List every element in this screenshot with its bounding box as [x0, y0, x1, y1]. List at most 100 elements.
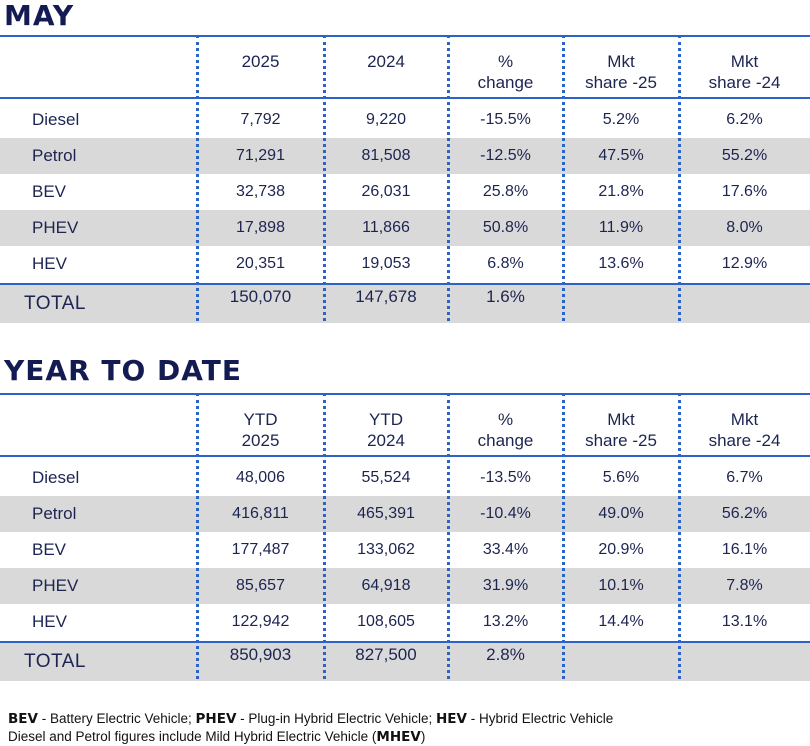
- table-row: Diesel 48,006 55,524 -13.5% 5.6% 6.7%: [0, 460, 810, 496]
- row-label: PHEV: [32, 218, 79, 237]
- column-header-line-2: change: [477, 431, 534, 450]
- total-cell: [679, 643, 810, 681]
- total-cell: [563, 285, 679, 323]
- header-bottom-rule: [0, 97, 810, 99]
- column-header-line-1: 2024: [367, 52, 405, 71]
- row-label: HEV: [32, 254, 67, 273]
- column-separator: [323, 393, 326, 679]
- table-cell: 10.1%: [598, 577, 644, 594]
- table-cell: 20,351: [236, 255, 285, 272]
- total-row: TOTAL 150,070 147,678 1.6%: [0, 285, 810, 323]
- total-cell: [679, 285, 810, 323]
- column-separator: [196, 35, 199, 321]
- footer-line2-close: ): [420, 729, 426, 744]
- column-header: YTD 2025: [197, 395, 324, 469]
- column-header-line-2: share -25: [585, 431, 657, 450]
- footer-phev-abbr: PHEV: [195, 711, 237, 727]
- total-cell: 147,678: [355, 287, 417, 306]
- row-label: PHEV: [32, 576, 79, 595]
- column-header-line-1: 2025: [241, 52, 280, 71]
- table-cell: 13.2%: [482, 613, 529, 630]
- footer-bev-text: - Battery Electric Vehicle;: [37, 711, 196, 726]
- column-header-line-2: 2024: [367, 431, 405, 450]
- row-label: Diesel: [32, 468, 80, 487]
- column-header: % change: [448, 37, 563, 111]
- column-header-line-1: Mkt: [607, 410, 635, 429]
- column-header-line-2: share -25: [585, 73, 657, 92]
- table-cell: -10.4%: [480, 505, 531, 522]
- column-header-line-1: Mkt: [607, 52, 635, 71]
- column-header-line-2: share -24: [708, 431, 781, 450]
- table-cell: 81,508: [361, 147, 411, 164]
- table-header-row: 2025 2024% change Mkt share -25 Mkt share -24: [0, 37, 810, 97]
- table-cell: 56.2%: [721, 505, 768, 522]
- row-label: BEV: [32, 182, 67, 201]
- total-cell: 2.8%: [486, 645, 525, 664]
- footer-legend: BEV - Battery Electric Vehicle; PHEV - P…: [8, 710, 613, 746]
- table-cell: 5.2%: [602, 111, 640, 128]
- row-label: HEV: [32, 612, 67, 631]
- table-cell: 465,391: [357, 505, 415, 522]
- total-top-rule: [0, 641, 810, 643]
- table-row: HEV 122,942 108,605 13.2% 14.4% 13.1%: [0, 604, 810, 640]
- table-cell: 64,918: [361, 577, 411, 594]
- row-label: Petrol: [32, 504, 77, 523]
- table-top-rule: [0, 393, 810, 395]
- column-separator: [447, 35, 450, 321]
- table-cell: 122,942: [231, 613, 290, 630]
- footer-line2-text: Diesel and Petrol figures include Mild H…: [8, 729, 377, 744]
- row-label: BEV: [32, 540, 67, 559]
- column-header-line-1: %: [497, 52, 514, 71]
- footer-line-2: Diesel and Petrol figures include Mild H…: [8, 728, 613, 746]
- table-cell: 14.4%: [598, 613, 644, 630]
- table-cell: 85,657: [236, 577, 285, 594]
- footer-hev-abbr: HEV: [435, 711, 467, 727]
- table-row: PHEV 17,898 11,866 50.8% 11.9% 8.0%: [0, 210, 810, 246]
- column-header-line-2: 2025: [241, 431, 280, 450]
- column-separator: [562, 35, 565, 321]
- column-header: YTD 2024: [324, 395, 448, 469]
- table-row: Petrol 416,811 465,391 -10.4% 49.0% 56.2%: [0, 496, 810, 532]
- table-cell: 33.4%: [482, 541, 529, 558]
- table-cell: 7.8%: [726, 577, 763, 594]
- table-cell: 9,220: [365, 111, 407, 128]
- row-label: Petrol: [32, 146, 77, 165]
- column-header: Mkt share -24: [679, 395, 810, 469]
- table-cell: 47.5%: [598, 147, 644, 164]
- table-top-rule: [0, 35, 810, 37]
- column-header-line-2: change: [477, 73, 534, 92]
- table-cell: 8.0%: [726, 219, 763, 236]
- table-row: Petrol 71,291 81,508 -12.5% 47.5% 55.2%: [0, 138, 810, 174]
- total-label: TOTAL: [24, 651, 86, 672]
- column-header-line-1: Mkt: [730, 52, 759, 71]
- table-cell: 133,062: [357, 541, 415, 558]
- table-cell: 50.8%: [482, 219, 529, 236]
- table-cell: 12.9%: [721, 255, 768, 272]
- total-cell: 850,903: [229, 645, 292, 664]
- table-row: HEV 20,351 19,053 6.8% 13.6% 12.9%: [0, 246, 810, 282]
- column-separator: [447, 393, 450, 679]
- total-row: TOTAL 850,903 827,500 2.8%: [0, 643, 810, 681]
- table-cell: 26,031: [361, 183, 411, 200]
- table-row: BEV 32,738 26,031 25.8% 21.8% 17.6%: [0, 174, 810, 210]
- column-separator: [562, 393, 565, 679]
- ytd-table: YTD 2025 YTD 2024% change Mkt share -25 Mkt shar…: [0, 393, 810, 683]
- total-label: TOTAL: [24, 293, 86, 314]
- table-cell: 71,291: [236, 147, 285, 164]
- total-cell: [563, 643, 679, 681]
- footer-mhev-abbr: MHEV: [376, 729, 421, 745]
- table-cell: 19,053: [361, 255, 411, 272]
- row-label: Diesel: [32, 110, 80, 129]
- footer-line-1: BEV - Battery Electric Vehicle; PHEV - P…: [8, 710, 613, 728]
- table-cell: 55,524: [361, 469, 411, 486]
- table-cell: 16.1%: [721, 541, 768, 558]
- table-cell: 6.7%: [726, 469, 763, 486]
- table-cell: -13.5%: [480, 469, 531, 486]
- table-cell: 49.0%: [598, 505, 644, 522]
- table-cell: 11,866: [362, 219, 410, 236]
- table-cell: 13.1%: [721, 613, 768, 630]
- table-row: PHEV 85,657 64,918 31.9% 10.1% 7.8%: [0, 568, 810, 604]
- column-separator: [323, 35, 326, 321]
- table-cell: 6.2%: [726, 111, 763, 128]
- table-cell: 48,006: [236, 469, 285, 486]
